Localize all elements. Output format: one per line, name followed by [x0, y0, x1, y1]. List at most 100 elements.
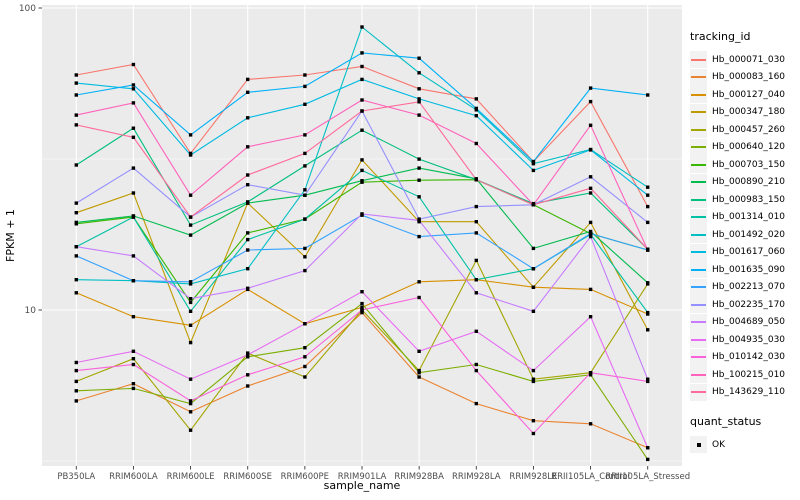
data-point [474, 141, 478, 146]
y-tick-label: 100 [19, 4, 36, 14]
legend-tracking-items: Hb_000071_030 Hb_000083_160 Hb_000127_040 H… [690, 51, 800, 401]
legend-item: Hb_000983_150 [690, 191, 800, 209]
data-point [646, 328, 650, 332]
data-point [188, 280, 193, 284]
data-point [303, 188, 307, 192]
legend-item: Hb_004689_050 [690, 313, 800, 332]
data-point [74, 73, 78, 77]
x-tick-label: RRII105LA_Stressed [605, 472, 690, 482]
data-point [303, 355, 307, 359]
data-point [188, 133, 193, 137]
data-point [531, 368, 536, 373]
data-point [531, 309, 536, 313]
legend-key-line-icon [690, 103, 707, 121]
data-point [303, 164, 307, 168]
data-point [246, 200, 250, 204]
data-point [74, 201, 78, 205]
data-point [131, 386, 136, 391]
data-point [303, 375, 307, 379]
data-point [131, 215, 136, 219]
data-point [131, 315, 136, 319]
data-point [188, 428, 193, 432]
data-point [303, 84, 307, 89]
data-point [417, 195, 421, 199]
legend-item: Hb_001492_020 [690, 226, 800, 244]
x-tick-label: PB350LA [57, 472, 95, 482]
data-point [74, 123, 78, 127]
legend-key-line-icon [690, 86, 707, 104]
data-point [246, 353, 250, 357]
data-point [474, 278, 478, 282]
data-point [74, 399, 78, 403]
legend-label: Hb_000083_160 [712, 72, 786, 83]
data-point [646, 93, 650, 97]
data-point [131, 382, 136, 386]
legend-label: Hb_001492_020 [712, 229, 786, 240]
data-point [74, 81, 78, 85]
legend-key-line-icon [690, 383, 707, 401]
data-point [417, 97, 421, 101]
data-point [360, 310, 364, 315]
data-point [188, 410, 193, 414]
data-point [417, 295, 421, 300]
legend-item: Hb_143629_110 [690, 383, 800, 402]
data-point [588, 422, 593, 426]
y-axis-title: FPKM + 1 [4, 209, 17, 262]
data-point [474, 362, 478, 367]
legend-key-line-icon [690, 243, 707, 261]
data-point [131, 254, 136, 258]
data-point [588, 148, 593, 152]
data-point [131, 362, 136, 367]
data-point [531, 267, 536, 271]
legend-key-square-icon [690, 436, 707, 454]
legend-item: Hb_000347_180 [690, 103, 800, 122]
data-point [188, 300, 193, 305]
legend-key-line-icon [690, 331, 707, 349]
legend-item: Hb_000640_120 [690, 138, 800, 157]
legend-label: Hb_143629_110 [712, 387, 786, 398]
legend-label: Hb_000703_150 [712, 159, 786, 170]
data-point [188, 399, 193, 403]
data-point [474, 401, 478, 406]
data-point [474, 368, 478, 373]
data-point [246, 173, 250, 177]
legend-title-tracking-id: tracking_id [690, 30, 751, 43]
data-point [303, 151, 307, 156]
data-point [246, 90, 250, 94]
data-point [531, 419, 536, 423]
data-point [131, 349, 136, 353]
data-point [588, 220, 593, 225]
data-point [246, 145, 250, 149]
data-point [131, 126, 136, 130]
data-point [646, 185, 650, 189]
data-point [531, 203, 536, 207]
legend-key-line-icon [690, 296, 707, 314]
data-point [588, 229, 593, 234]
data-point [74, 368, 78, 373]
data-point [588, 191, 593, 195]
data-point [74, 163, 78, 167]
legend-item: Hb_000457_260 [690, 121, 800, 139]
legend-key-line-icon [690, 68, 707, 86]
data-point [131, 101, 136, 105]
data-point [74, 93, 78, 97]
data-point [246, 384, 250, 388]
data-point [360, 98, 364, 102]
data-point [74, 113, 78, 117]
data-point [646, 310, 650, 315]
data-point [188, 309, 193, 313]
data-point [474, 97, 478, 101]
data-point [360, 168, 364, 173]
data-point [646, 457, 650, 462]
data-point [588, 231, 593, 236]
y-tick-label: 10 [25, 306, 37, 316]
data-point [588, 315, 593, 319]
legend-item-quant: OK [690, 436, 800, 454]
data-point [188, 233, 193, 237]
legend-key-line-icon [690, 173, 707, 191]
data-point [588, 373, 593, 377]
data-point [246, 231, 250, 235]
data-point [246, 267, 250, 271]
data-point [188, 401, 193, 406]
